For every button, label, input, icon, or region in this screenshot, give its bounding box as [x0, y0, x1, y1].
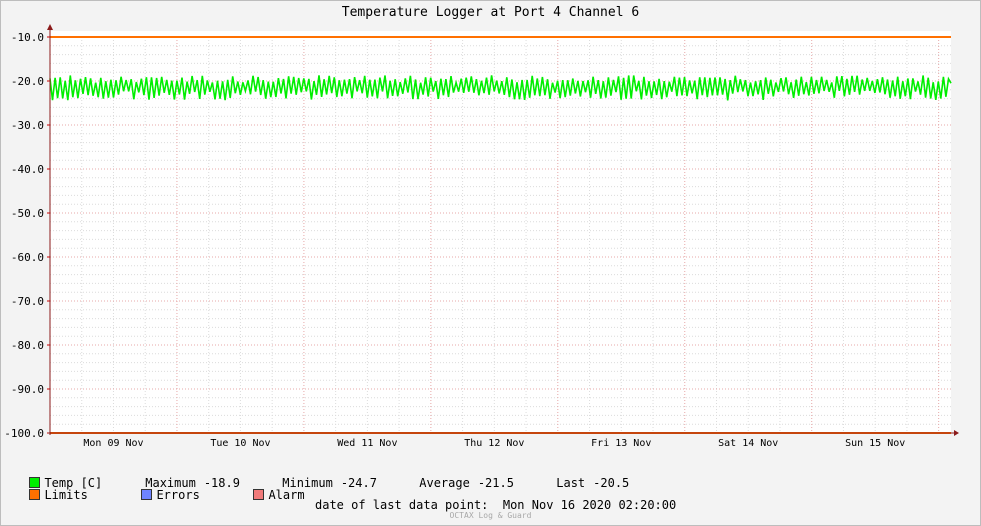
- stat-minimum-value: -24.7: [340, 476, 377, 490]
- y-tick-label: -90.0: [11, 383, 44, 396]
- y-tick-label: -50.0: [11, 207, 44, 220]
- x-tick-label: Wed 11 Nov: [337, 438, 397, 449]
- temp-swatch: [29, 477, 41, 488]
- x-tick-label: Mon 09 Nov: [83, 438, 143, 449]
- x-axis-arrow: [954, 430, 959, 436]
- stat-maximum: Maximum -18.9: [145, 476, 282, 490]
- x-tick-label: Tue 10 Nov: [210, 438, 270, 449]
- stat-maximum-label: Maximum: [145, 476, 196, 490]
- x-tick-label: Sat 14 Nov: [718, 438, 778, 449]
- legend-alarm-label: Alarm: [268, 488, 305, 502]
- y-tick-label: -80.0: [11, 339, 44, 352]
- stat-average-label: Average: [419, 476, 470, 490]
- y-axis-arrow: [47, 24, 53, 30]
- last-data-point-label: date of last data point:: [315, 498, 489, 512]
- stat-minimum: Minimum -24.7: [282, 476, 419, 490]
- last-data-point: date of last data point: Mon Nov 16 2020…: [315, 498, 676, 512]
- temp-series-line: [49, 75, 952, 101]
- legend-row-status: Limits Errors Alarm: [15, 474, 305, 502]
- x-tick-label: Thu 12 Nov: [464, 438, 524, 449]
- errors-swatch: [141, 489, 153, 500]
- y-tick-label: -70.0: [11, 295, 44, 308]
- x-tick-label: Sun 15 Nov: [845, 438, 905, 449]
- y-tick-label: -60.0: [11, 251, 44, 264]
- y-tick-label: -40.0: [11, 163, 44, 176]
- stat-minimum-label: Minimum: [282, 476, 333, 490]
- alarm-swatch: [253, 489, 265, 500]
- stat-last-value: -20.5: [593, 476, 630, 490]
- legend-row-temp: Temp [C] Maximum -18.9 Minimum -24.7 Average -…: [15, 462, 629, 490]
- x-tick-label: Fri 13 Nov: [591, 438, 651, 449]
- limits-swatch: [29, 489, 41, 500]
- credit-text: OCTAX Log & Guard: [449, 511, 532, 520]
- stat-last: Last -20.5: [556, 476, 629, 490]
- legend-errors-label: Errors: [156, 488, 200, 502]
- legend-temp-label: Temp [C]: [44, 476, 103, 490]
- last-data-point-value: Mon Nov 16 2020 02:20:00: [502, 498, 677, 512]
- y-tick-label: -30.0: [11, 119, 44, 132]
- stat-average: Average -21.5: [419, 476, 556, 490]
- stat-last-label: Last: [556, 476, 586, 490]
- legend-limits-label: Limits: [44, 488, 88, 502]
- stat-average-value: -21.5: [477, 476, 514, 490]
- y-tick-label: -10.0: [11, 31, 44, 44]
- stat-maximum-value: -18.9: [203, 476, 240, 490]
- chart-title: Temperature Logger at Port 4 Channel 6: [341, 5, 640, 20]
- y-tick-label: -20.0: [11, 75, 44, 88]
- y-tick-label: -100.0: [4, 427, 44, 440]
